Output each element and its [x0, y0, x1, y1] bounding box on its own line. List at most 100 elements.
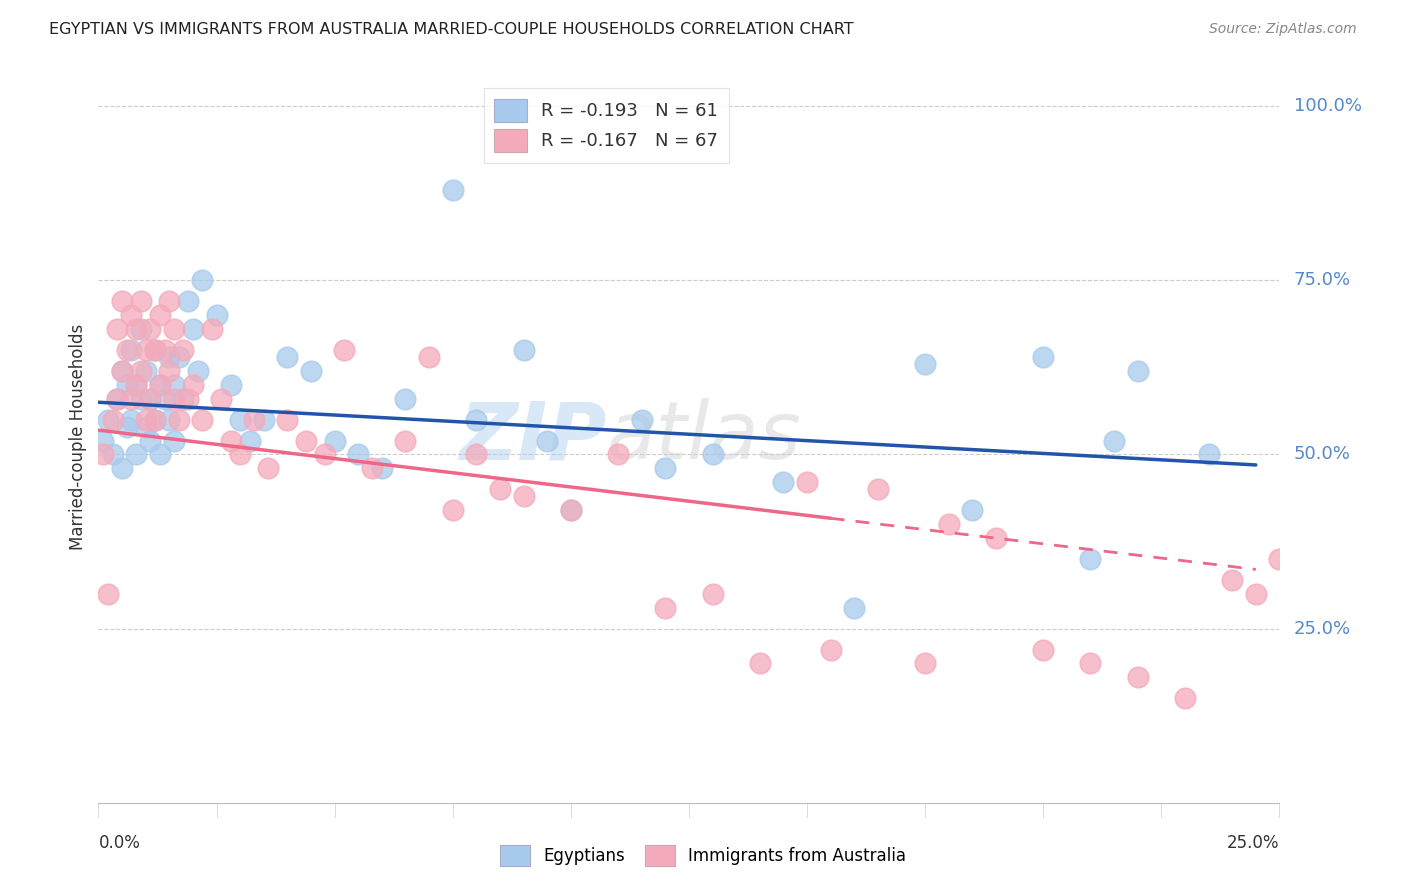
Point: [129, 392, 152, 406]
Point: [1126, 670, 1149, 684]
Point: [139, 322, 162, 336]
Point: [243, 412, 266, 426]
Point: [1220, 573, 1243, 587]
Point: [181, 322, 204, 336]
Point: [560, 503, 582, 517]
Point: [772, 475, 794, 490]
Point: [177, 392, 200, 406]
Point: [702, 448, 724, 462]
Point: [489, 483, 512, 497]
Point: [111, 461, 134, 475]
Point: [149, 448, 172, 462]
Point: [1102, 434, 1125, 448]
Point: [129, 364, 152, 378]
Point: [163, 392, 186, 406]
Point: [219, 377, 242, 392]
Point: [844, 600, 866, 615]
Point: [394, 434, 416, 448]
Point: [914, 357, 936, 371]
Point: [149, 377, 172, 392]
Point: [512, 489, 534, 503]
Point: [1032, 642, 1054, 657]
Point: [361, 461, 384, 475]
Point: [323, 434, 346, 448]
Point: [314, 448, 336, 462]
Point: [125, 377, 148, 392]
Point: [229, 448, 252, 462]
Text: 0.0%: 0.0%: [98, 834, 141, 852]
Point: [219, 434, 242, 448]
Point: [115, 419, 138, 434]
Point: [125, 377, 148, 392]
Point: [157, 350, 180, 364]
Point: [1198, 448, 1220, 462]
Point: [299, 364, 322, 378]
Point: [143, 412, 166, 426]
Text: 100.0%: 100.0%: [1294, 97, 1361, 115]
Point: [115, 343, 138, 357]
Point: [139, 434, 162, 448]
Text: Source: ZipAtlas.com: Source: ZipAtlas.com: [1209, 22, 1357, 37]
Point: [914, 657, 936, 671]
Point: [191, 273, 214, 287]
Point: [105, 322, 128, 336]
Point: [157, 412, 180, 426]
Point: [938, 517, 960, 532]
Point: [143, 412, 166, 426]
Point: [276, 350, 298, 364]
Point: [135, 364, 157, 378]
Point: [149, 377, 172, 392]
Point: [962, 503, 984, 517]
Point: [97, 412, 120, 426]
Point: [163, 377, 186, 392]
Point: [441, 183, 464, 197]
Text: 25.0%: 25.0%: [1227, 834, 1279, 852]
Point: [135, 412, 157, 426]
Point: [654, 461, 676, 475]
Point: [157, 364, 180, 378]
Text: ZIP: ZIP: [458, 398, 606, 476]
Point: [121, 392, 143, 406]
Point: [441, 503, 464, 517]
Point: [333, 343, 356, 357]
Point: [97, 587, 120, 601]
Point: [984, 531, 1007, 545]
Point: [702, 587, 724, 601]
Point: [129, 294, 152, 309]
Point: [1032, 350, 1054, 364]
Point: [121, 308, 143, 322]
Point: [512, 343, 534, 357]
Point: [1080, 552, 1102, 566]
Y-axis label: Married-couple Households: Married-couple Households: [69, 324, 87, 550]
Text: EGYPTIAN VS IMMIGRANTS FROM AUSTRALIA MARRIED-COUPLE HOUSEHOLDS CORRELATION CHAR: EGYPTIAN VS IMMIGRANTS FROM AUSTRALIA MA…: [49, 22, 853, 37]
Text: atlas: atlas: [606, 398, 801, 476]
Point: [295, 434, 318, 448]
Point: [139, 392, 162, 406]
Point: [796, 475, 818, 490]
Point: [149, 308, 172, 322]
Point: [394, 392, 416, 406]
Point: [418, 350, 440, 364]
Point: [371, 461, 394, 475]
Point: [153, 392, 176, 406]
Point: [172, 392, 194, 406]
Point: [1244, 587, 1267, 601]
Point: [654, 600, 676, 615]
Legend: R = -0.193   N = 61, R = -0.167   N = 67: R = -0.193 N = 61, R = -0.167 N = 67: [484, 87, 728, 163]
Point: [121, 343, 143, 357]
Point: [253, 412, 276, 426]
Point: [1174, 691, 1197, 706]
Point: [125, 448, 148, 462]
Point: [129, 322, 152, 336]
Text: 50.0%: 50.0%: [1294, 445, 1350, 464]
Point: [111, 364, 134, 378]
Point: [229, 412, 252, 426]
Point: [115, 377, 138, 392]
Legend: Egyptians, Immigrants from Australia: Egyptians, Immigrants from Australia: [492, 837, 914, 875]
Point: [121, 412, 143, 426]
Point: [465, 412, 488, 426]
Point: [1126, 364, 1149, 378]
Point: [257, 461, 280, 475]
Point: [205, 308, 228, 322]
Point: [465, 448, 488, 462]
